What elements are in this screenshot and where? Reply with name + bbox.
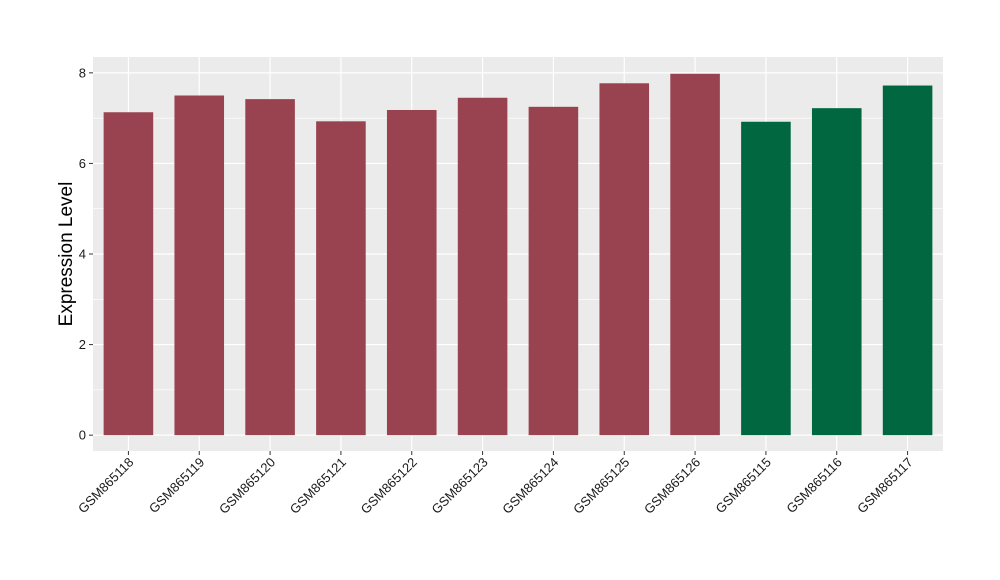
- x-tick-label: GSM865115: [712, 455, 774, 517]
- x-tick-label: GSM865116: [783, 455, 845, 517]
- bar-GSM865116: [811, 108, 862, 436]
- x-tick-label: GSM865118: [75, 455, 137, 517]
- bar-GSM865124: [528, 106, 579, 436]
- y-tick-label: 4: [79, 247, 86, 262]
- y-tick-label: 8: [79, 65, 86, 80]
- bar-GSM865117: [882, 85, 933, 436]
- minor-gridlines: [93, 117, 943, 391]
- bar-GSM865126: [670, 73, 720, 436]
- bar-GSM865120: [245, 99, 295, 436]
- x-tick-label: GSM865126: [641, 455, 703, 517]
- bar-GSM865119: [174, 95, 225, 436]
- bar-GSM865115: [741, 121, 791, 436]
- y-axis: 0 2 4 6 8: [79, 65, 93, 443]
- y-axis-title: Expression Level: [56, 182, 77, 327]
- x-tick-label: GSM865119: [146, 455, 208, 517]
- x-tick-label: GSM865125: [570, 455, 632, 517]
- bar-GSM865118: [103, 112, 154, 436]
- x-tick-label: GSM865122: [358, 455, 420, 517]
- x-axis: GSM865118 GSM865119 GSM865120 GSM865121 GSM8…: [75, 451, 916, 517]
- x-tick-label: GSM865117: [854, 455, 916, 517]
- y-tick-label: 0: [79, 428, 86, 443]
- x-tick-label: GSM865121: [287, 455, 349, 517]
- y-tick-label: 6: [79, 156, 86, 171]
- x-tick-label: GSM865124: [499, 455, 561, 517]
- y-tick-label: 2: [79, 337, 86, 352]
- bar-GSM865122: [386, 109, 437, 436]
- bar-GSM865125: [599, 83, 650, 436]
- bar-GSM865123: [457, 97, 508, 436]
- x-tick-label: GSM865123: [428, 455, 490, 517]
- bar-GSM865121: [316, 121, 366, 436]
- x-tick-label: GSM865120: [216, 455, 278, 517]
- bars: [103, 73, 933, 436]
